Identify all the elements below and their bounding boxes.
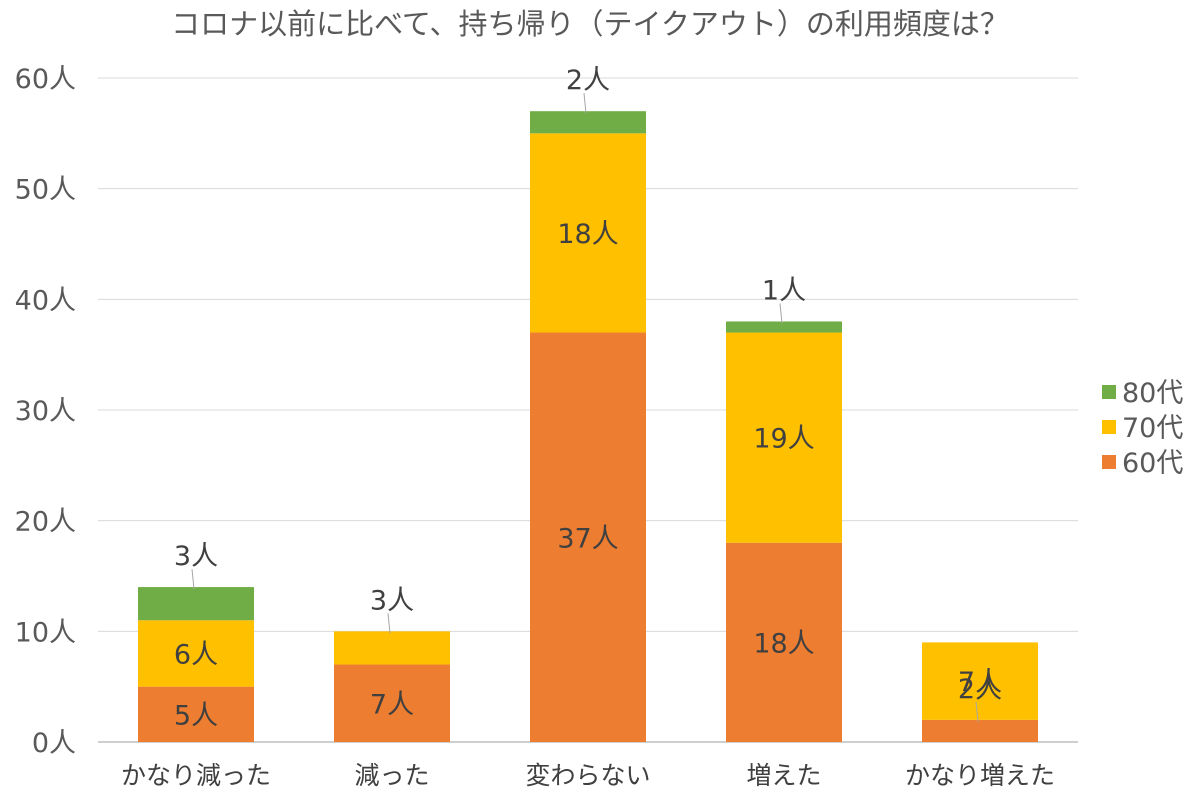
legend-swatch <box>1102 420 1116 434</box>
data-label: 1人 <box>762 275 806 306</box>
category-label: 減った <box>354 761 429 790</box>
bar-segment <box>334 664 450 742</box>
y-tick-label: 30人 <box>15 396 76 427</box>
bar-segment <box>530 332 646 742</box>
data-label: 2人 <box>566 65 610 96</box>
legend-entry-label: 60代 <box>1122 448 1183 479</box>
bar-segment <box>726 321 842 333</box>
y-tick-label: 50人 <box>15 175 76 206</box>
bar-segment <box>726 542 842 742</box>
data-label: 18人 <box>557 219 618 250</box>
bar-segment <box>334 631 450 665</box>
category-label: 変わらない <box>525 761 650 790</box>
data-label: 37人 <box>557 523 618 554</box>
bar-segment <box>138 686 254 742</box>
x-axis-category-labels: かなり減った 減った 変わらない 増えた かなり増えた <box>121 761 1055 790</box>
data-label: 7人 <box>958 667 1002 698</box>
bar-segment <box>530 111 646 134</box>
legend-swatch <box>1102 455 1116 469</box>
chart-title: コロナ以前に比べて、持ち帰り（テイクアウト）の利用頻度は？ <box>171 7 1009 41</box>
label-leader-line <box>387 613 391 634</box>
data-label: 3人 <box>370 585 414 616</box>
y-tick-label: 0人 <box>32 728 76 759</box>
bars <box>138 111 1038 742</box>
category-label: かなり増えた <box>905 761 1055 790</box>
data-label: 6人 <box>174 639 218 670</box>
bar-segment <box>922 719 1038 742</box>
category-label: 増えた <box>746 761 821 790</box>
data-label: 18人 <box>753 628 814 659</box>
category-label: かなり減った <box>121 761 271 790</box>
data-label: 19人 <box>753 424 814 455</box>
bar-segment <box>530 133 646 333</box>
bar-segment <box>922 642 1038 720</box>
data-label: 5人 <box>174 700 218 731</box>
y-tick-label: 40人 <box>15 285 76 316</box>
y-axis-tick-labels: 0人 10人 20人 30人 40人 50人 60人 <box>15 64 76 759</box>
label-leader-line <box>191 569 195 590</box>
y-tick-label: 10人 <box>15 617 76 648</box>
label-leader-line <box>779 303 783 324</box>
label-leader-line <box>975 701 979 722</box>
legend-entry-label: 80代 <box>1122 378 1183 409</box>
label-leader-line <box>583 93 587 114</box>
y-tick-label: 20人 <box>15 507 76 538</box>
y-tick-label: 60人 <box>15 64 76 95</box>
bar-segment <box>138 587 254 621</box>
legend-entry-label: 70代 <box>1122 413 1183 444</box>
data-label: 7人 <box>370 689 414 720</box>
data-label: 3人 <box>174 541 218 572</box>
legend: 80代 70代 60代 <box>1102 378 1183 479</box>
bar-segment <box>726 332 842 543</box>
data-label: 2人 <box>958 674 1002 705</box>
bar-segment <box>138 620 254 687</box>
legend-swatch <box>1102 385 1116 399</box>
